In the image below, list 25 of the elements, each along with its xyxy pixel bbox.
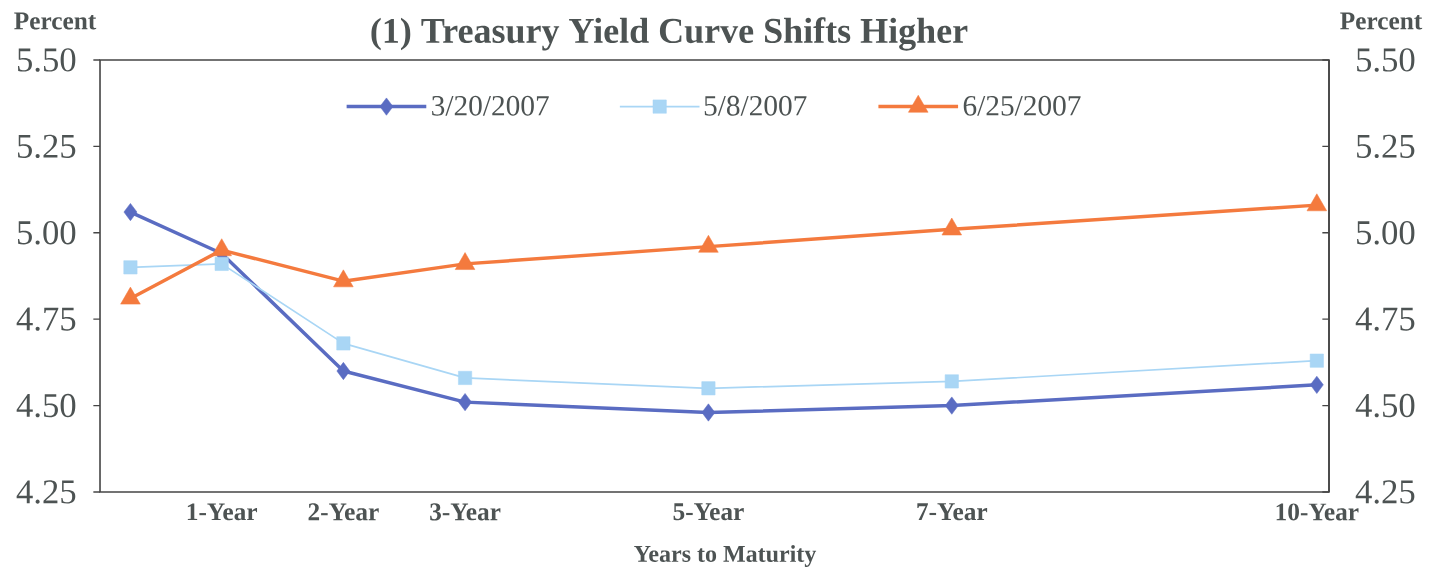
- x-tick-label: 2-Year: [308, 503, 379, 521]
- y2-tick-label: 4.75: [1355, 307, 1415, 331]
- chart-title: (1) Treasury Yield Curve Shifts Higher: [371, 17, 968, 51]
- y-axis-title: Percent: [14, 12, 97, 30]
- y2-axis-title: Percent: [1340, 12, 1423, 30]
- x-axis-title: Years to Maturity: [634, 545, 817, 567]
- x-tick-label: 10-Year: [1276, 503, 1359, 521]
- y2-tick-label: 4.25: [1355, 480, 1415, 504]
- x-tick-label: 1-Year: [187, 503, 258, 521]
- y-tick-label: 5.25: [17, 134, 76, 159]
- legend-label: 5/8/2007: [704, 95, 807, 116]
- x-tick-label: 3-Year: [430, 503, 501, 521]
- x-tick-label: 5-Year: [673, 503, 744, 521]
- y2-tick-label: 4.50: [1355, 393, 1415, 418]
- y-tick-label: 4.75: [16, 307, 76, 331]
- y-tick-label: 4.25: [16, 480, 76, 504]
- y2-tick-label: 5.50: [1357, 48, 1415, 72]
- y-tick-label: 4.50: [16, 393, 76, 418]
- legend-label: 6/25/2007: [963, 95, 1081, 116]
- y2-tick-label: 5.25: [1357, 134, 1415, 159]
- x-tick-label: 7-Year: [917, 503, 988, 521]
- y-tick-label: 5.50: [17, 48, 76, 72]
- legend-label: 3/20/2007: [432, 95, 549, 116]
- y2-tick-label: 5.00: [1357, 221, 1415, 245]
- y-tick-label: 5.00: [17, 221, 76, 245]
